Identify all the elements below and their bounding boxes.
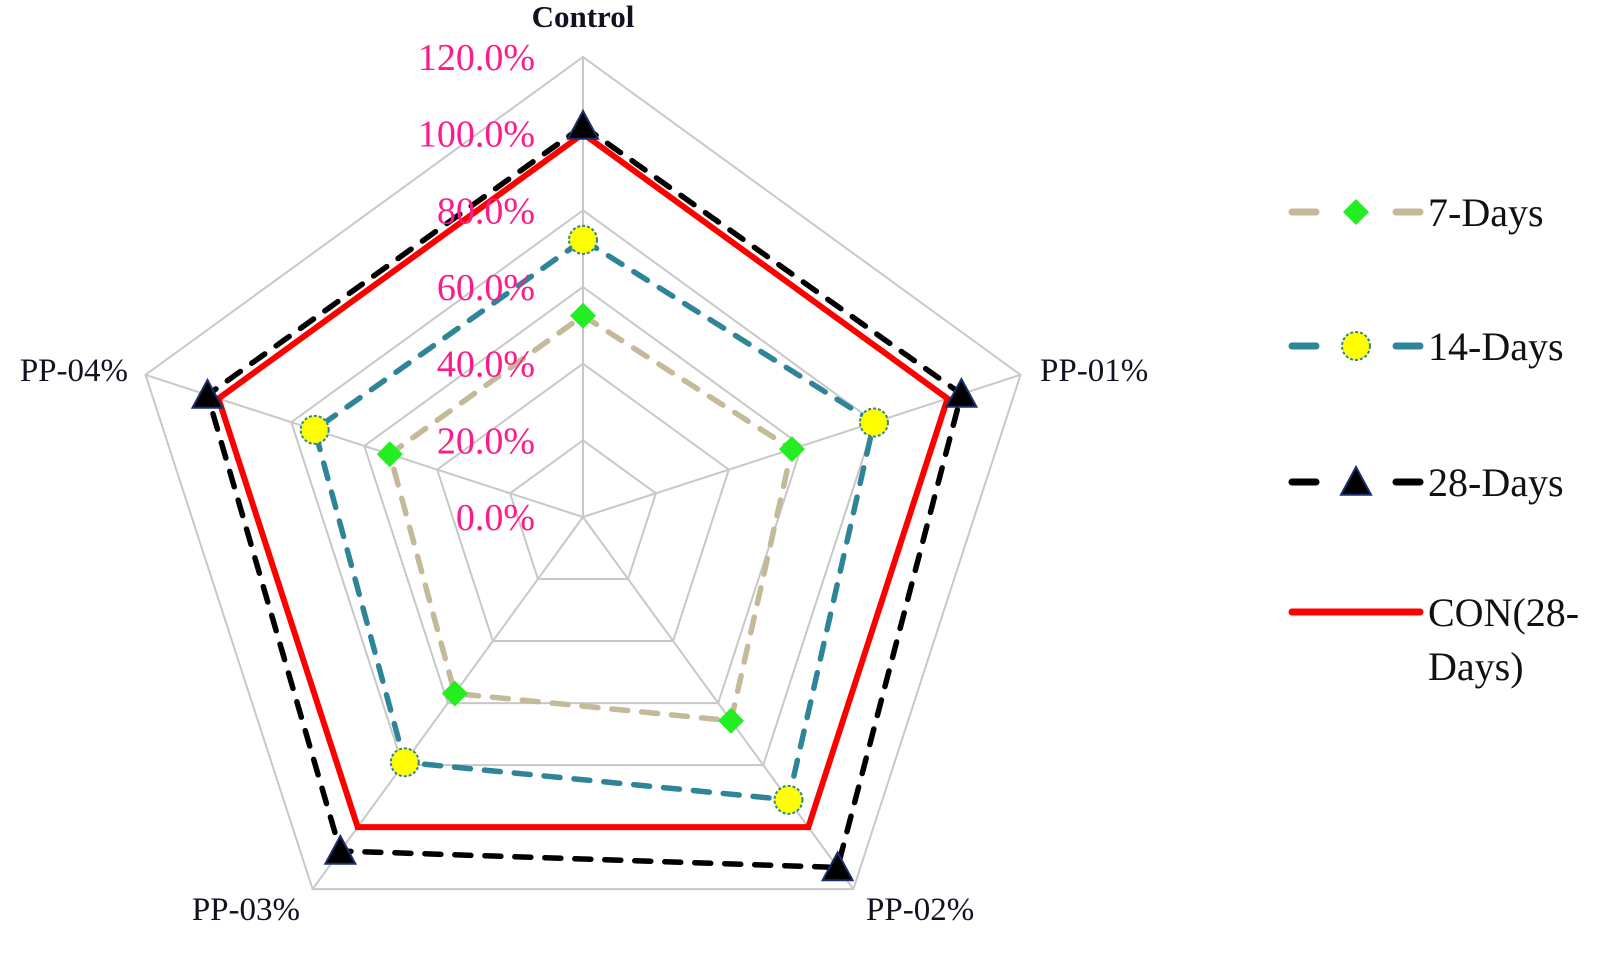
radial-tick-label: 120.0% bbox=[418, 37, 535, 79]
grid-ring bbox=[144, 55, 1022, 891]
triangle-marker-icon bbox=[566, 108, 600, 140]
triangle-marker-icon bbox=[944, 376, 979, 408]
triangle-marker-icon bbox=[820, 850, 855, 882]
radial-tick-label: 20.0% bbox=[437, 420, 535, 462]
legend-label: 28-Days bbox=[1428, 460, 1564, 505]
radial-tick-label: 60.0% bbox=[437, 267, 535, 309]
diamond-marker-icon bbox=[718, 707, 745, 734]
diamond-marker-icon bbox=[441, 680, 468, 707]
radial-tick-label: 80.0% bbox=[437, 190, 535, 232]
legend-label: CON(28- bbox=[1428, 590, 1579, 635]
category-labels: Control PP-01% PP-02% PP-03% PP-04% bbox=[20, 0, 1148, 928]
legend-entry: 28-Days bbox=[1288, 460, 1564, 505]
diamond-marker-icon bbox=[778, 436, 805, 463]
series-line-28-days bbox=[204, 122, 965, 871]
category-label-pp-03: PP-03% bbox=[192, 892, 300, 928]
triangle-marker-icon bbox=[323, 833, 358, 865]
category-label-control: Control bbox=[532, 0, 635, 34]
circle-marker-icon bbox=[389, 747, 420, 778]
radial-tick-label: 100.0% bbox=[418, 114, 535, 156]
diamond-marker-icon bbox=[1343, 199, 1369, 225]
circle-marker-icon bbox=[773, 784, 804, 815]
circle-marker-icon bbox=[858, 407, 889, 438]
legend-label: 14-Days bbox=[1428, 324, 1564, 369]
radial-tick-label: 40.0% bbox=[437, 344, 535, 386]
radar-series bbox=[204, 122, 965, 871]
grid-ring bbox=[508, 439, 658, 581]
circle-marker-icon bbox=[568, 224, 598, 255]
radar-grid bbox=[144, 55, 1022, 891]
grid-ring bbox=[435, 362, 731, 643]
legend: 7-Days 14-Days 28-Days CON(28- Days) bbox=[1288, 190, 1579, 689]
series-line-con-28-days bbox=[214, 129, 952, 831]
radial-tick-label: 0.0% bbox=[456, 497, 535, 539]
diamond-marker-icon bbox=[570, 302, 596, 329]
legend-entry: CON(28- Days) bbox=[1288, 590, 1579, 689]
legend-label: Days) bbox=[1428, 644, 1524, 689]
legend-entry: 7-Days bbox=[1288, 190, 1544, 235]
radar-markers bbox=[190, 108, 979, 882]
category-label-pp-01: PP-01% bbox=[1040, 353, 1148, 389]
category-label-pp-04: PP-04% bbox=[20, 353, 128, 389]
triangle-marker-icon bbox=[190, 377, 225, 409]
radial-tick-labels: 0.0% 20.0% 40.0% 60.0% 80.0% 100.0% 120.0% bbox=[418, 37, 535, 539]
legend-entry: 14-Days bbox=[1288, 324, 1564, 369]
circle-marker-icon bbox=[1341, 331, 1371, 361]
series-line-7-days bbox=[386, 312, 796, 724]
grid-ring bbox=[290, 209, 876, 767]
diamond-marker-icon bbox=[376, 441, 403, 468]
grid-ring bbox=[363, 285, 803, 705]
triangle-marker-icon bbox=[1339, 464, 1373, 496]
category-label-pp-02: PP-02% bbox=[866, 892, 974, 928]
legend-label: 7-Days bbox=[1428, 190, 1544, 235]
circle-marker-icon bbox=[299, 414, 330, 445]
series-line-14-days bbox=[311, 236, 878, 803]
